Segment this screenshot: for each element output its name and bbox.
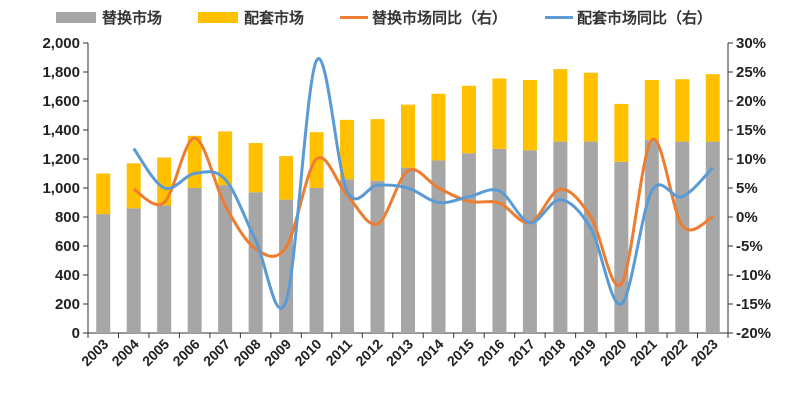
left-tick-label: 1,600	[42, 93, 80, 110]
legend-label: 替换市场同比（右）	[372, 9, 507, 27]
lines-layer	[132, 57, 714, 310]
bar-oem	[96, 173, 111, 215]
bars-layer	[96, 69, 720, 333]
right-tick-label: 30%	[736, 35, 766, 52]
right-tick-label: -5%	[736, 238, 763, 255]
bar-oem	[461, 85, 476, 154]
x-tick-label: 2004	[108, 336, 141, 369]
right-tick-label: 20%	[736, 93, 766, 110]
bar-oem	[218, 131, 233, 186]
right-tick-label: 5%	[736, 180, 758, 197]
x-tick-label: 2011	[322, 336, 355, 369]
left-tick-label: 800	[55, 209, 80, 226]
right-tick-label: 0%	[736, 209, 758, 226]
bar-replacement	[370, 180, 385, 333]
bar-replacement	[644, 140, 659, 333]
x-tick-label: 2018	[535, 336, 568, 369]
left-tick-label: 0	[72, 325, 80, 342]
bar-replacement	[96, 214, 111, 333]
x-tick-label: 2006	[169, 336, 202, 369]
bar-oem	[340, 119, 355, 180]
legend-swatch	[198, 12, 238, 23]
bar-oem	[492, 78, 507, 149]
bar-replacement	[583, 141, 598, 333]
bar-oem	[705, 74, 720, 142]
bar-oem	[675, 79, 690, 142]
bar-oem	[644, 79, 659, 141]
left-tick-label: 1,200	[42, 151, 80, 168]
bar-replacement	[705, 141, 720, 333]
x-tick-label: 2003	[78, 336, 111, 369]
bar-oem	[370, 119, 385, 181]
bar-replacement	[340, 179, 355, 333]
x-tick-label: 2019	[566, 336, 599, 369]
x-tick-label: 2017	[505, 336, 538, 369]
x-tick-label: 2013	[383, 336, 416, 369]
line-replacement-yoy	[132, 136, 714, 287]
x-tick-label: 2010	[291, 336, 324, 369]
bar-oem	[553, 69, 568, 142]
bar-oem	[431, 93, 446, 161]
right-tick-label: 15%	[736, 122, 766, 139]
bar-oem	[126, 163, 141, 209]
x-tick-label: 2014	[413, 336, 446, 369]
left-tick-label: 400	[55, 267, 80, 284]
bar-replacement	[553, 141, 568, 333]
bar-replacement	[614, 161, 629, 333]
x-tick-label: 2009	[261, 336, 294, 369]
right-tick-label: -15%	[736, 296, 771, 313]
bar-replacement	[218, 185, 233, 333]
bar-replacement	[279, 199, 294, 333]
x-tick-label: 2008	[230, 336, 263, 369]
bar-oem	[522, 79, 537, 151]
left-tick-label: 1,400	[42, 122, 80, 139]
x-tick-label: 2005	[139, 336, 172, 369]
bar-replacement	[492, 148, 507, 333]
bar-oem	[401, 104, 415, 168]
right-tick-label: 10%	[736, 151, 766, 168]
x-tick-label: 2016	[474, 336, 507, 369]
right-tick-label: -10%	[736, 267, 771, 284]
bar-replacement	[522, 150, 537, 333]
bar-oem	[583, 72, 598, 142]
left-tick-label: 1,000	[42, 180, 80, 197]
left-tick-label: 2,000	[42, 35, 80, 52]
right-tick-label: 25%	[736, 64, 766, 81]
line-oem-yoy	[132, 57, 714, 310]
legend-swatch	[56, 12, 96, 23]
x-tick-label: 2020	[596, 336, 629, 369]
right-tick-label: -20%	[736, 325, 771, 342]
legend: 替换市场 配套市场 替换市场同比（右） 配套市场同比（右）	[56, 9, 712, 27]
bar-oem	[157, 157, 172, 206]
bar-replacement	[675, 141, 690, 333]
left-tick-label: 600	[55, 238, 80, 255]
bar-replacement	[187, 188, 202, 333]
x-tick-label: 2012	[352, 336, 385, 369]
bar-replacement	[248, 192, 263, 333]
bar-replacement	[461, 153, 476, 333]
legend-label: 配套市场	[244, 9, 304, 27]
bar-replacement	[126, 208, 141, 333]
bar-oem	[279, 156, 294, 200]
legend-label: 配套市场同比（右）	[577, 9, 712, 27]
x-tick-label: 2015	[444, 336, 477, 369]
bar-oem	[248, 143, 263, 193]
left-tick-label: 1,800	[42, 64, 80, 81]
legend-label: 替换市场	[102, 9, 162, 27]
left-tick-label: 200	[55, 296, 80, 313]
x-tick-label: 2022	[657, 336, 690, 369]
bar-replacement	[157, 205, 172, 333]
bar-replacement	[309, 188, 324, 333]
bar-replacement	[401, 167, 415, 333]
x-tick-label: 2007	[200, 336, 233, 369]
x-tick-label: 2021	[627, 336, 660, 369]
bar-oem	[614, 103, 629, 162]
x-tick-label: 2023	[688, 336, 721, 369]
